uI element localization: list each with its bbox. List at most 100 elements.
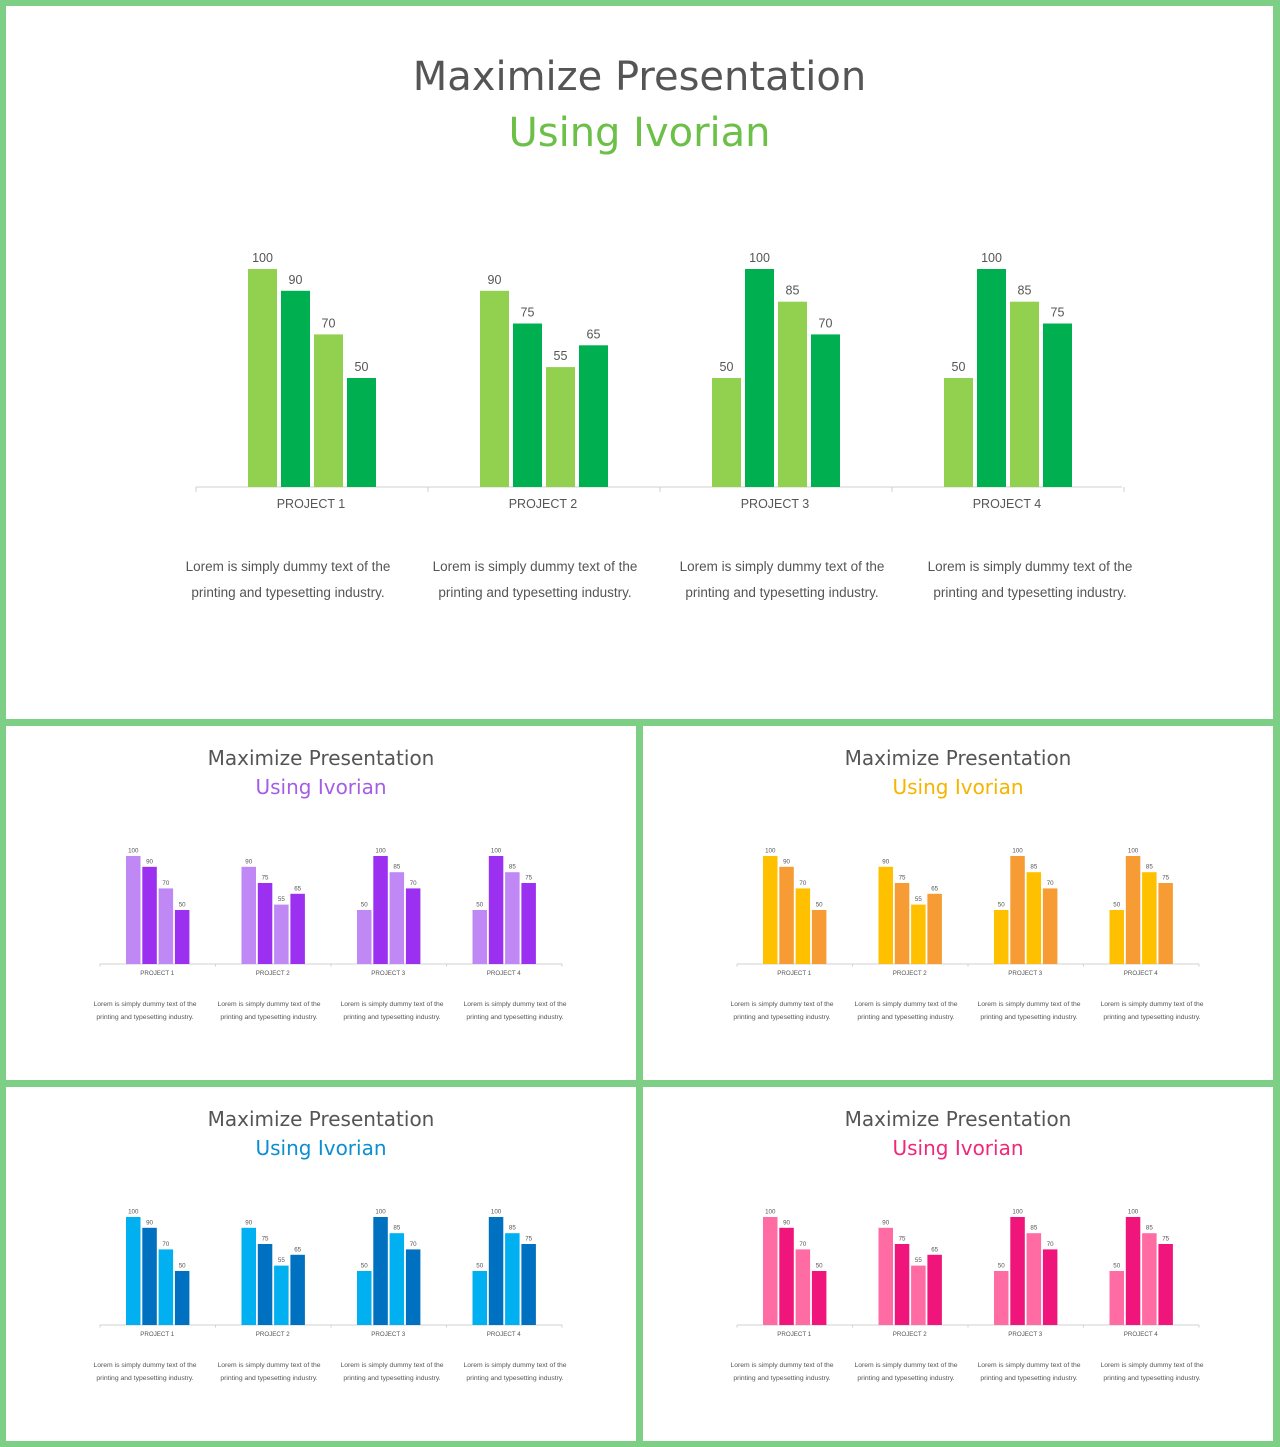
category-label: PROJECT 2 (893, 1331, 927, 1338)
category-label: PROJECT 2 (893, 970, 927, 977)
bar-project-4-series-4 (1158, 1244, 1173, 1325)
category-label: PROJECT 1 (777, 1331, 811, 1338)
bar-value-label: 90 (882, 858, 889, 865)
bar-project-2-series-2 (894, 1244, 910, 1325)
bar-value-label: 50 (361, 1263, 368, 1270)
bar-chart: 100 90 70 50 PROJECT 1 90 75 55 65 PROJECT 2 50 100… (99, 1209, 563, 1338)
bar-project-1-series-4 (811, 1271, 827, 1325)
project-4-description: Lorem is simply dummy text of the printi… (927, 559, 1133, 600)
bar-value-label: 85 (393, 1225, 400, 1232)
bar-project-1-series-3 (158, 1249, 174, 1325)
bar-chart: 100 90 70 50 PROJECT 1 90 75 55 65 PROJECT 2 50 100… (99, 848, 563, 977)
bar-project-3-series-4 (1042, 1249, 1058, 1325)
bar-project-1-series-4 (811, 910, 827, 964)
bar-project-3-series-3 (1026, 1233, 1042, 1325)
bar-value-label: 50 (361, 902, 368, 909)
category-label: PROJECT 3 (1008, 970, 1042, 977)
category-label: PROJECT 3 (1008, 1331, 1042, 1338)
project-2-description: Lorem is simply dummy text of the printi… (854, 1001, 958, 1021)
bar-value-label: 55 (554, 349, 568, 363)
bar-project-1-series-3 (314, 334, 343, 487)
bar-value-label: 100 (1012, 848, 1023, 855)
project-2-description: Lorem is simply dummy text of the printi… (432, 559, 638, 600)
bar-project-4-series-3 (505, 872, 520, 964)
bar-value-label: 70 (162, 1241, 169, 1248)
category-label: PROJECT 4 (487, 970, 521, 977)
slide-pink: Maximize Presentation Using Ivorian 100 9… (643, 1087, 1273, 1441)
category-label: PROJECT 1 (277, 497, 346, 511)
bar-value-label: 50 (816, 902, 823, 909)
bar-value-label: 75 (262, 1236, 269, 1243)
bar-project-4-series-2 (1125, 1217, 1141, 1325)
bar-value-label: 100 (491, 1209, 502, 1216)
bar-chart: 100 90 70 50 PROJECT 1 90 75 55 65 PROJECT 2 50 100… (195, 251, 1125, 511)
slide-title: Maximize Presentation (207, 1107, 435, 1131)
slide-orange: Maximize Presentation Using Ivorian 100 9… (643, 726, 1273, 1080)
bar-chart: 100 90 70 50 PROJECT 1 90 75 55 65 PROJECT 2 50 100… (736, 848, 1200, 977)
bar-project-2-series-2 (257, 883, 273, 964)
bar-project-2-series-2 (894, 883, 910, 964)
bar-value-label: 90 (783, 1219, 790, 1226)
bar-value-label: 75 (1162, 1236, 1169, 1243)
bar-project-2-series-1 (241, 1227, 256, 1325)
bar-project-4-series-3 (1010, 301, 1039, 487)
bar-project-2-series-2 (513, 323, 542, 487)
bar-value-label: 100 (749, 251, 770, 265)
bar-value-label: 75 (1051, 306, 1065, 320)
bar-value-label: 75 (525, 875, 532, 882)
bar-value-label: 70 (799, 1241, 806, 1248)
bar-project-4-series-1 (944, 378, 973, 487)
bar-value-label: 85 (1018, 284, 1032, 298)
slide-title: Maximize Presentation (412, 54, 867, 100)
bar-project-4-series-1 (472, 1271, 487, 1325)
bar-value-label: 55 (915, 896, 922, 903)
bar-value-label: 100 (981, 251, 1002, 265)
bar-value-label: 75 (899, 1236, 906, 1243)
bar-value-label: 75 (1162, 875, 1169, 882)
bar-project-4-series-4 (521, 1244, 536, 1325)
bar-value-label: 50 (952, 360, 966, 374)
bar-project-3-series-2 (373, 856, 388, 964)
bar-project-3-series-1 (712, 378, 741, 487)
slide-subtitle: Using Ivorian (508, 110, 771, 156)
bar-project-1-series-2 (142, 866, 157, 964)
bar-value-label: 75 (525, 1236, 532, 1243)
bar-project-3-series-1 (357, 1271, 372, 1325)
bar-value-label: 100 (765, 848, 776, 855)
bar-project-2-series-1 (878, 1227, 893, 1325)
bar-project-3-series-2 (1010, 1217, 1025, 1325)
bar-value-label: 50 (720, 360, 734, 374)
bar-value-label: 70 (322, 316, 336, 330)
slide-subtitle: Using Ivorian (255, 775, 387, 799)
bar-project-3-series-1 (994, 1271, 1009, 1325)
bar-value-label: 50 (816, 1263, 823, 1270)
bar-value-label: 50 (1113, 902, 1120, 909)
bar-project-1-series-2 (281, 290, 310, 487)
bar-value-label: 50 (476, 902, 483, 909)
bar-project-1-series-4 (174, 1271, 190, 1325)
bar-value-label: 85 (1030, 1225, 1037, 1232)
project-2-description: Lorem is simply dummy text of the printi… (217, 1001, 321, 1021)
category-label: PROJECT 4 (487, 1331, 521, 1338)
bar-value-label: 70 (410, 880, 417, 887)
project-1-description: Lorem is simply dummy text of the printi… (93, 1362, 197, 1382)
category-label: PROJECT 4 (1124, 970, 1158, 977)
project-4-description: Lorem is simply dummy text of the printi… (1100, 1362, 1204, 1382)
bar-value-label: 100 (1012, 1209, 1023, 1216)
bar-value-label: 100 (1128, 848, 1139, 855)
slide-large: Maximize Presentation Using Ivorian 100 9… (6, 6, 1273, 719)
bar-project-2-series-1 (480, 290, 509, 487)
bar-value-label: 70 (162, 880, 169, 887)
project-3-description: Lorem is simply dummy text of the printi… (340, 1001, 444, 1021)
bar-value-label: 50 (179, 902, 186, 909)
bar-value-label: 90 (245, 1219, 252, 1226)
bar-project-2-series-3 (274, 904, 289, 964)
bar-project-1-series-1 (763, 856, 778, 964)
slide-title: Maximize Presentation (844, 746, 1072, 770)
category-label: PROJECT 1 (140, 970, 174, 977)
bar-project-3-series-4 (811, 334, 840, 487)
project-1-description: Lorem is simply dummy text of the printi… (730, 1001, 834, 1021)
bar-project-3-series-1 (994, 910, 1009, 964)
bar-project-3-series-3 (389, 1233, 405, 1325)
category-label: PROJECT 2 (256, 1331, 290, 1338)
